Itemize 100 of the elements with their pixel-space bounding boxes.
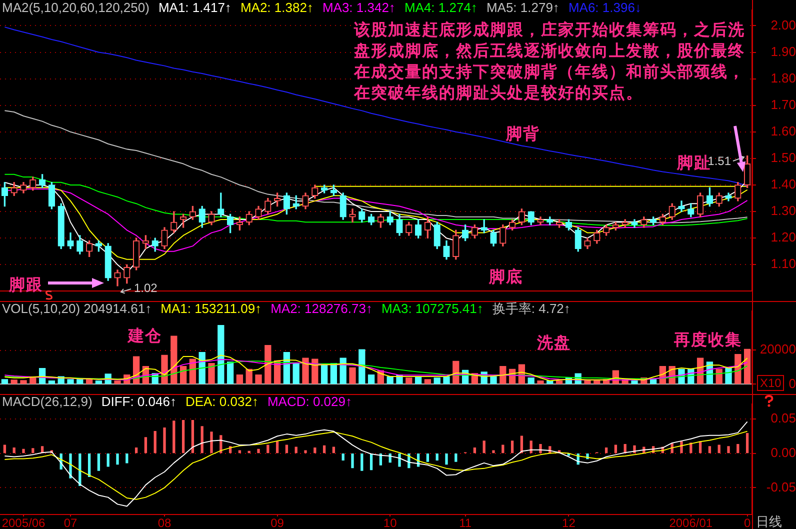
y-tick-label: 1.50 — [770, 150, 796, 166]
bar — [95, 380, 102, 384]
bar — [443, 376, 450, 384]
annotation: 该股加速赶底形成脚跟，庄家开始收集筹码，之后洗盘形成脚底，然后五线逐渐收敛向上发散，股价最终在成交量的支持下突破脚背（年线）和前头部颈线，在突破年线的脚趾头处是较好的买点。 — [354, 19, 749, 103]
bar — [436, 453, 438, 461]
bar — [106, 453, 110, 467]
text: MA5: 1.279↑ — [486, 0, 560, 15]
text: MA3: 1.342↑ — [322, 0, 396, 15]
bar — [238, 450, 242, 454]
bar — [718, 444, 720, 454]
x-tick-label: 11 — [459, 516, 472, 529]
y-tick-label: 1.80 — [770, 70, 796, 86]
bar — [406, 378, 412, 384]
x-tick-label: 09 — [270, 516, 284, 529]
bar — [226, 362, 234, 384]
y-tick-label: 0.05 — [770, 410, 796, 426]
bar — [368, 374, 375, 384]
bar — [746, 433, 749, 454]
annotation: 换手率: 4.72↑ — [492, 301, 570, 316]
y-tick-label: 1.30 — [770, 203, 796, 218]
annotation: 脚背 — [506, 124, 540, 143]
y-tick-label: 1.90 — [770, 44, 796, 59]
bar — [650, 379, 657, 384]
bar — [182, 420, 185, 454]
bar — [736, 444, 740, 454]
bar — [172, 420, 176, 454]
bar — [163, 428, 166, 454]
bar — [454, 453, 458, 462]
x-tick-label: 2005/06 — [2, 516, 46, 529]
text: MA1: 1.417↑ — [158, 0, 232, 15]
bar — [490, 376, 497, 384]
bar — [22, 448, 25, 454]
bar — [116, 453, 119, 465]
y-tick-label: 0.00 — [770, 444, 796, 460]
bar — [170, 336, 178, 384]
y-tick-label: 1.70 — [770, 96, 796, 112]
bar — [1, 379, 8, 384]
x-axis-title: 日线 — [756, 514, 782, 529]
bar — [97, 453, 100, 471]
bar — [614, 444, 618, 454]
bar — [716, 368, 722, 384]
bar — [584, 380, 591, 384]
bar — [264, 344, 272, 384]
bar — [492, 450, 495, 454]
bar — [502, 444, 504, 454]
bar — [86, 379, 93, 384]
bar — [426, 453, 430, 462]
bar — [257, 448, 260, 454]
bar — [604, 447, 608, 454]
text: MA6: 1.396↓ — [568, 0, 642, 15]
bar — [30, 378, 36, 384]
bar — [304, 450, 307, 454]
annotation: 脚跟 — [9, 275, 43, 294]
bar — [134, 447, 138, 454]
x-tick-label: 08 — [158, 516, 172, 529]
annotation: 洗盘 — [537, 333, 571, 352]
annotation: 脚底 — [489, 267, 523, 286]
y-tick-label: 1.20 — [770, 230, 796, 245]
bar — [246, 368, 252, 384]
bar — [680, 441, 683, 454]
bar — [360, 453, 364, 471]
bar — [200, 426, 204, 454]
bar — [114, 380, 121, 384]
bar — [556, 380, 563, 384]
bar — [434, 378, 440, 384]
text: MA1: 153211.09↑ — [160, 301, 262, 316]
bar — [340, 358, 346, 384]
annotation: MACD: 0.029↑ — [267, 394, 352, 409]
bar — [32, 448, 34, 454]
x-tick-label: 12 — [562, 516, 576, 529]
x-tick-label: 07 — [64, 516, 78, 529]
bar — [236, 374, 244, 384]
bar — [12, 447, 16, 454]
bar — [342, 453, 344, 461]
bar — [3, 444, 6, 454]
bar — [424, 379, 432, 384]
y-tick-label: -0.05 — [766, 479, 796, 494]
annotation: 建仓 — [128, 326, 162, 345]
bar — [191, 420, 194, 454]
bar — [351, 453, 354, 468]
text: MA2: 128276.73↑ — [270, 301, 372, 316]
bar — [210, 432, 213, 454]
bar — [510, 440, 514, 454]
bar — [292, 363, 300, 384]
bar — [349, 367, 356, 384]
y-axis-title: X10 — [757, 375, 784, 391]
x-tick-label: 10 — [383, 516, 398, 529]
bar — [594, 380, 600, 384]
bar — [631, 380, 638, 384]
bar — [266, 444, 270, 454]
text: DEA: 0.032↑ — [185, 394, 258, 409]
bar — [20, 380, 27, 384]
bar — [180, 366, 187, 384]
annotation: 再度收集 — [674, 330, 742, 349]
bar — [473, 447, 476, 454]
bar — [537, 380, 544, 384]
legend-title: MACD(26,12,9) — [2, 394, 92, 409]
legend-title: VOL(5,10,20) 204914.61↑ — [2, 301, 152, 316]
text: MA4: 1.274↑ — [404, 0, 478, 15]
y-tick-label: 20000 — [760, 342, 796, 357]
